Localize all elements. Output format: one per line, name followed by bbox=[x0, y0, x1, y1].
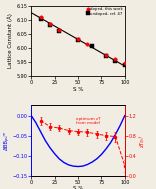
undoped, ref. 47 bbox=[40, 18, 41, 20]
Y-axis label: Lattice Constant (Å): Lattice Constant (Å) bbox=[8, 13, 13, 68]
Line: undoped, ref. 47: undoped, ref. 47 bbox=[39, 17, 126, 66]
undoped, ref. 47 bbox=[49, 24, 51, 26]
undoped, ref. 47 bbox=[91, 45, 93, 48]
X-axis label: S %: S % bbox=[73, 186, 83, 189]
Text: optimum zT
from model: optimum zT from model bbox=[76, 117, 101, 125]
Y-axis label: ΔBBₚᵤʳᵉ: ΔBBₚᵤʳᵉ bbox=[4, 131, 9, 150]
undoped, ref. 47 bbox=[58, 30, 60, 32]
doped, this work bbox=[49, 23, 51, 25]
doped, this work bbox=[105, 54, 107, 56]
doped, this work bbox=[40, 16, 41, 19]
doped, this work bbox=[77, 38, 79, 41]
doped, this work bbox=[86, 43, 88, 46]
doped, this work bbox=[124, 62, 126, 64]
doped, this work bbox=[58, 29, 60, 32]
undoped, ref. 47 bbox=[77, 39, 79, 41]
Legend: doped, this work, undoped, ref. 47: doped, this work, undoped, ref. 47 bbox=[86, 7, 124, 16]
undoped, ref. 47 bbox=[124, 64, 126, 66]
Y-axis label: zT₀ₕᵗ: zT₀ₕᵗ bbox=[139, 134, 144, 147]
undoped, ref. 47 bbox=[115, 60, 116, 63]
undoped, ref. 47 bbox=[105, 55, 107, 57]
X-axis label: S %: S % bbox=[73, 87, 83, 91]
Line: doped, this work: doped, this work bbox=[39, 16, 127, 65]
doped, this work bbox=[115, 58, 116, 60]
